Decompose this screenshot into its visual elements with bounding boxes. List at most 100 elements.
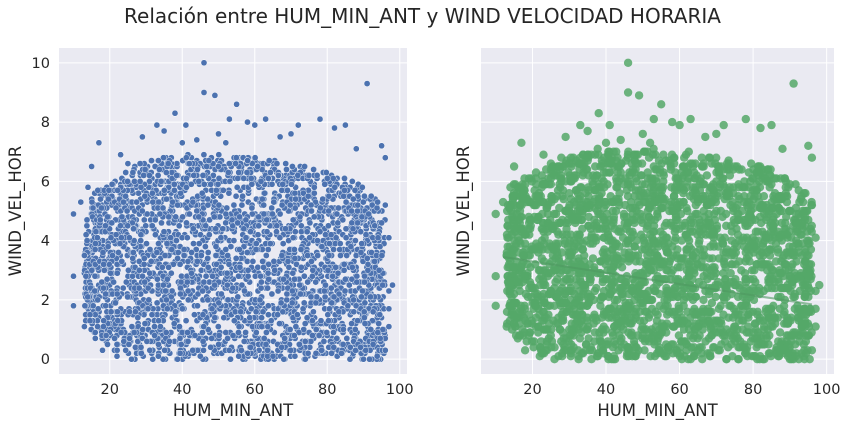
scatter-point <box>168 287 176 295</box>
scatter-point <box>306 234 313 241</box>
scatter-point <box>184 296 192 304</box>
scatter-point <box>126 335 133 342</box>
scatter-point <box>354 317 361 325</box>
scatter-point <box>173 172 180 179</box>
scatter-point <box>323 329 331 336</box>
scatter-point <box>135 258 143 265</box>
scatter-point <box>682 203 691 213</box>
scatter-point <box>184 258 192 265</box>
scatter-point <box>260 263 267 271</box>
scatter-point <box>304 252 311 259</box>
scatter-point <box>254 231 262 238</box>
scatter-point <box>292 195 299 203</box>
scatter-point <box>70 210 77 218</box>
scatter-point <box>224 335 231 342</box>
scatter-point <box>200 346 207 354</box>
scatter-point <box>358 293 365 301</box>
scatter-point <box>233 100 240 108</box>
scatter-point <box>229 284 237 292</box>
scatter-point <box>153 121 161 129</box>
scatter-point <box>195 240 203 247</box>
scatter-point <box>257 178 265 185</box>
scatter-point <box>340 326 347 333</box>
scatter-point <box>247 228 254 235</box>
scatter-point <box>238 201 246 209</box>
scatter-point <box>254 163 261 170</box>
scatter-point <box>137 231 145 238</box>
scatter-point <box>81 323 88 330</box>
scatter-point <box>84 183 92 191</box>
scatter-point <box>227 243 235 250</box>
scatter-point <box>138 207 146 215</box>
scatter-point <box>351 326 359 333</box>
scatter-point <box>309 317 316 325</box>
scatter-point <box>263 216 271 224</box>
scatter-point <box>248 180 256 188</box>
figure-title: Relación entre HUM_MIN_ANT y WIND VELOCI… <box>124 4 721 28</box>
scatter-point <box>367 192 375 200</box>
scatter-point <box>135 284 143 292</box>
scatter-point <box>368 201 376 209</box>
scatter-point <box>141 320 149 327</box>
scatter-point <box>104 213 111 221</box>
scatter-point <box>180 246 188 253</box>
scatter-point <box>94 305 102 313</box>
scatter-point <box>149 189 156 197</box>
scatter-point <box>160 281 167 289</box>
scatter-point <box>304 278 312 286</box>
scatter-point <box>358 240 366 247</box>
scatter-point <box>585 346 595 355</box>
scatter-point <box>124 293 131 301</box>
scatter-point <box>342 121 349 129</box>
scatter-point <box>217 234 225 241</box>
scatter-point <box>91 287 98 295</box>
scatter-point <box>227 355 234 363</box>
scatter-point <box>168 175 176 182</box>
scatter-point <box>183 278 191 286</box>
scatter-point <box>259 195 266 203</box>
scatter-point <box>323 175 331 182</box>
scatter-point <box>117 329 125 336</box>
scatter-point <box>108 219 116 227</box>
x-tick-label: 40 <box>173 382 191 398</box>
scatter-point <box>215 299 223 307</box>
scatter-point <box>316 228 324 235</box>
scatter-point <box>136 266 143 274</box>
scatter-point <box>759 192 769 201</box>
scatter-point <box>238 346 245 354</box>
scatter-point <box>114 317 122 325</box>
scatter-point <box>193 207 201 215</box>
scatter-point <box>235 329 242 336</box>
scatter-point <box>340 266 348 274</box>
scatter-point <box>94 323 101 330</box>
scatter-point <box>679 325 689 334</box>
scatter-point <box>190 172 197 179</box>
scatter-point <box>309 266 317 274</box>
scatter-point <box>300 272 308 280</box>
scatter-point <box>303 314 311 322</box>
scatter-point <box>312 349 320 357</box>
scatter-point <box>205 231 213 238</box>
scatter-point <box>189 225 197 233</box>
scatter-point <box>173 237 180 244</box>
scatter-point <box>124 178 131 185</box>
scatter-point <box>176 260 184 268</box>
scatter-point <box>306 219 314 227</box>
scatter-point <box>378 252 386 259</box>
scatter-point <box>151 323 158 330</box>
scatter-point <box>152 231 159 238</box>
scatter-point <box>148 311 156 319</box>
scatter-point <box>347 243 355 250</box>
scatter-point <box>264 352 271 360</box>
scatter-point <box>325 317 332 325</box>
scatter-point <box>118 213 126 221</box>
scatter-point <box>146 172 153 179</box>
scatter-point <box>574 325 584 334</box>
scatter-point <box>136 160 144 167</box>
scatter-point <box>174 355 181 363</box>
scatter-point <box>224 296 232 304</box>
scatter-point <box>222 219 229 227</box>
scatter-point <box>97 216 104 224</box>
scatter-point <box>350 308 358 316</box>
y-tick-label: 6 <box>41 174 50 190</box>
